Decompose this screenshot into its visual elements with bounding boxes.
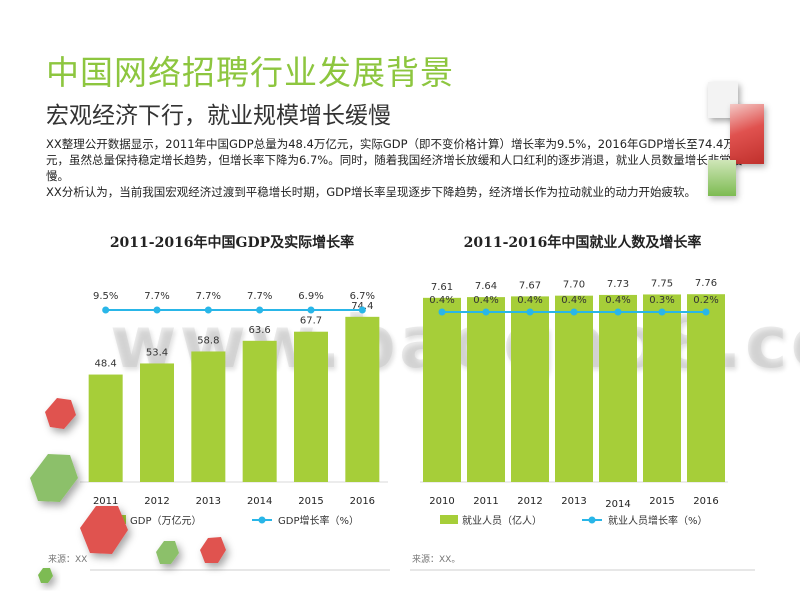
line-label-gdp-2016: 6.7%: [350, 291, 375, 302]
legend-label-bar-employment: 就业人员（亿人）: [462, 514, 542, 527]
legend-marker-line-gdp: [258, 516, 266, 524]
bar-employment-2015: [643, 294, 681, 482]
tick-label-employment-2011: 2011: [473, 496, 498, 507]
bar-gdp-2016: [345, 316, 380, 482]
tick-label-employment-2010: 2010: [429, 496, 454, 507]
line-point-gdp-2011: [102, 306, 110, 314]
bar-label-employment-2016: 7.76: [695, 278, 717, 289]
chart-title-employment: 2011-2016年中国就业人数及增长率: [463, 235, 702, 251]
intro-text: XX整理公开数据显示，2011年中国GDP总量为48.4万亿元，实际GDP（即不…: [46, 136, 758, 200]
bar-gdp-2015: [294, 331, 328, 482]
tick-label-gdp-2014: 2014: [247, 496, 272, 507]
bar-gdp-2013: [191, 351, 226, 482]
deco-green-square: [708, 160, 736, 196]
line-point-gdp-2014: [256, 306, 264, 314]
line-label-employment-2016: 0.2%: [693, 295, 718, 306]
bar-label-gdp-2011: 48.4: [95, 359, 117, 370]
bar-label-gdp-2013: 58.8: [197, 335, 219, 346]
legend-label-line-gdp: GDP增长率（%）: [278, 514, 359, 527]
tick-label-gdp-2012: 2012: [144, 496, 169, 507]
bar-label-gdp-2012: 53.4: [146, 347, 168, 358]
tick-label-gdp-2011: 2011: [93, 496, 118, 507]
tick-label-gdp-2016: 2016: [350, 496, 375, 507]
legend-swatch-bar-gdp: [108, 515, 126, 524]
bar-employment-2013: [555, 295, 593, 482]
bar-label-gdp-2014: 63.6: [249, 325, 271, 336]
line-point-employment-2013: [570, 308, 578, 316]
bar-employment-2016: [687, 294, 725, 482]
line-point-gdp-2013: [204, 306, 212, 314]
tick-label-employment-2016: 2016: [693, 496, 718, 507]
line-point-employment-2010: [438, 308, 446, 316]
tick-label-gdp-2015: 2015: [298, 496, 323, 507]
source-note-gdp: 来源：XX: [48, 555, 88, 565]
line-label-gdp-2013: 7.7%: [196, 291, 221, 302]
page-title: 中国网络招聘行业发展背景: [46, 53, 454, 92]
legend-label-bar-gdp: GDP（万亿元）: [130, 514, 201, 527]
line-point-employment-2014: [614, 308, 622, 316]
page-subtitle: 宏观经济下行，就业规模增长缓慢: [46, 103, 391, 129]
bar-label-gdp-2015: 67.7: [300, 316, 322, 327]
intro-paragraph-2: XX分析认为，当前我国宏观经济过渡到平稳增长时期，GDP增长率呈现逐步下降趋势，…: [46, 185, 696, 199]
bar-gdp-2014: [242, 340, 277, 482]
tick-label-employment-2012: 2012: [517, 496, 542, 507]
chart-title-gdp: 2011-2016年中国GDP及实际增长率: [109, 235, 355, 251]
bar-label-employment-2011: 7.64: [475, 281, 497, 292]
tick-label-employment-2014: 2014: [605, 499, 630, 510]
tick-label-employment-2013: 2013: [561, 496, 586, 507]
bar-employment-2012: [511, 296, 549, 482]
bar-employment-2014: [599, 294, 637, 482]
line-label-employment-2012: 0.4%: [517, 295, 542, 306]
bar-label-employment-2013: 7.70: [563, 280, 585, 291]
line-point-employment-2012: [526, 308, 534, 316]
line-point-gdp-2015: [307, 306, 315, 314]
source-note-employment: 来源：XX。: [412, 555, 461, 565]
line-label-employment-2013: 0.4%: [561, 295, 586, 306]
line-point-employment-2011: [482, 308, 490, 316]
bar-employment-2011: [467, 297, 505, 482]
line-label-gdp-2015: 6.9%: [298, 291, 323, 302]
tick-label-gdp-2013: 2013: [196, 496, 221, 507]
line-point-employment-2015: [658, 308, 666, 316]
line-label-employment-2011: 0.4%: [473, 295, 498, 306]
line-label-gdp-2012: 7.7%: [144, 291, 169, 302]
line-label-employment-2015: 0.3%: [649, 295, 674, 306]
bar-label-gdp-2016: 74.4: [351, 301, 373, 312]
line-point-gdp-2012: [153, 306, 161, 314]
legend-marker-line-employment: [588, 516, 596, 524]
bar-label-employment-2015: 7.75: [651, 278, 673, 289]
legend-label-line-employment: 就业人员增长率（%）: [608, 514, 708, 527]
bar-label-employment-2014: 7.73: [607, 279, 629, 290]
bar-label-employment-2010: 7.61: [431, 282, 453, 293]
line-label-employment-2014: 0.4%: [605, 295, 630, 306]
bar-employment-2010: [423, 297, 461, 482]
intro-paragraph-1: XX整理公开数据显示，2011年中国GDP总量为48.4万亿元，实际GDP（即不…: [46, 137, 747, 183]
tick-label-employment-2015: 2015: [649, 496, 674, 507]
bar-label-employment-2012: 7.67: [519, 280, 541, 291]
line-label-gdp-2014: 7.7%: [247, 291, 272, 302]
bar-gdp-2011: [88, 374, 123, 482]
deco-red-square: [730, 104, 764, 164]
line-point-employment-2016: [702, 308, 710, 316]
line-point-gdp-2016: [358, 306, 366, 314]
line-label-employment-2010: 0.4%: [429, 295, 454, 306]
bar-gdp-2012: [140, 363, 174, 482]
legend-swatch-bar-employment: [440, 515, 458, 524]
line-label-gdp-2011: 9.5%: [93, 291, 118, 302]
